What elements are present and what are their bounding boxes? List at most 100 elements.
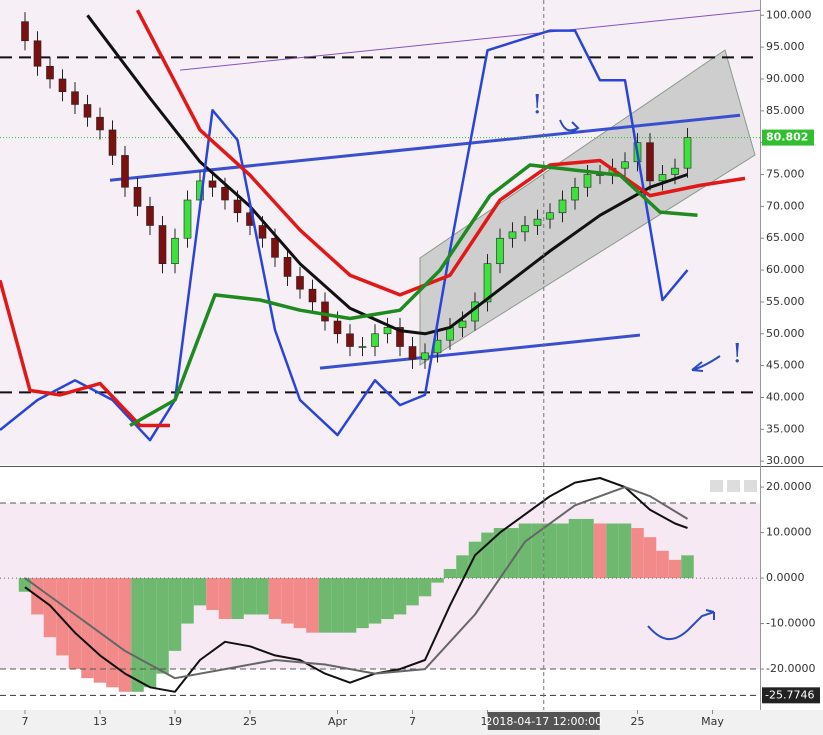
- candle-body: [646, 142, 654, 182]
- histogram-bar: [106, 578, 119, 688]
- histogram-bar: [406, 578, 419, 606]
- histogram-bar: [156, 578, 169, 674]
- histogram-bar: [556, 523, 569, 579]
- histogram-bar: [668, 559, 682, 579]
- annotation: !: [532, 90, 542, 120]
- y-tick-label: 30.000: [766, 454, 805, 467]
- candle-body: [296, 276, 304, 290]
- y-tick-label: -20.0000: [766, 662, 815, 675]
- histogram-bar: [181, 578, 194, 624]
- indicator-line: [0, 29, 689, 442]
- candle-body: [258, 225, 267, 239]
- indicator-line: [24, 486, 689, 680]
- histogram-bar: [393, 578, 407, 615]
- x-tick-label: 19: [168, 715, 182, 728]
- candle-body: [533, 218, 542, 226]
- candle-body: [408, 346, 417, 360]
- candle-body: [233, 199, 242, 214]
- indicator-line: [24, 477, 688, 693]
- candle-body: [458, 320, 467, 328]
- histogram-bar: [468, 541, 482, 579]
- x-tick-label: 7: [22, 715, 29, 728]
- histogram-bar: [631, 528, 644, 579]
- candle-body: [183, 199, 192, 239]
- candle-body: [208, 180, 217, 188]
- histogram-bar: [593, 523, 607, 579]
- candle-body: [121, 155, 129, 188]
- y-tick-label: -10.0000: [766, 617, 815, 630]
- histogram-bar: [493, 528, 507, 579]
- histogram-bar: [481, 532, 494, 579]
- candle-body: [58, 78, 67, 93]
- histogram-bar: [443, 568, 457, 579]
- button[interactable]: [727, 480, 740, 492]
- annotation-arrow: [647, 609, 715, 641]
- y-tick-label: 95.000: [766, 40, 805, 53]
- histogram-bar: [331, 578, 344, 633]
- candle-body: [46, 65, 54, 80]
- x-tick-label: 7: [409, 715, 416, 728]
- y-tick-label: 55.000: [766, 295, 805, 308]
- candle-body: [33, 40, 42, 67]
- histogram-bar: [268, 578, 282, 620]
- candle-body: [333, 320, 342, 335]
- histogram-bar: [143, 578, 157, 688]
- histogram-bar: [543, 523, 557, 579]
- y-tick-label: 100.000: [766, 8, 812, 21]
- candle-body: [546, 212, 554, 220]
- histogram-bar: [131, 578, 144, 692]
- candle-body: [221, 186, 229, 201]
- y-tick-label: 20.0000: [766, 480, 812, 493]
- indicator-line: [0, 279, 170, 428]
- histogram-bar: [518, 523, 532, 579]
- candle-body: [396, 327, 404, 347]
- histogram-bar: [368, 578, 382, 624]
- crosshair-box: [487, 712, 600, 730]
- candle-body: [83, 104, 92, 118]
- trend-line: [319, 333, 641, 370]
- x-tick-label: 13: [93, 715, 107, 728]
- candle-body: [371, 333, 379, 347]
- histogram-bar: [206, 578, 219, 610]
- y-tick-label: 65.000: [766, 231, 805, 244]
- histogram-bar: [293, 578, 307, 629]
- histogram-bar: [381, 578, 394, 620]
- candle-body: [658, 174, 667, 182]
- candle-body: [71, 91, 79, 105]
- histogram-bar: [256, 578, 269, 615]
- button[interactable]: [744, 480, 757, 492]
- panel-buttons: [710, 480, 757, 492]
- indicator-line: [129, 163, 698, 428]
- y-tick-label: 70.000: [766, 199, 805, 212]
- candle-body: [21, 21, 29, 42]
- button[interactable]: [710, 480, 723, 492]
- annotation-arrow: [559, 119, 580, 134]
- y-tick-label: 40.000: [766, 390, 805, 403]
- histogram-bar: [81, 578, 94, 679]
- trend-line: [179, 9, 760, 71]
- candle-body: [383, 327, 392, 335]
- y-tick-label: 75.000: [766, 168, 805, 181]
- x-tick-label: Apr: [328, 715, 348, 728]
- candle-body: [483, 263, 492, 303]
- histogram-bar: [343, 578, 357, 633]
- y-tick-label: 10.0000: [766, 526, 812, 539]
- indicator-line: [86, 14, 688, 336]
- candle-body: [171, 237, 179, 265]
- histogram-bar: [281, 578, 294, 624]
- histogram-bar: [231, 578, 244, 620]
- y-tick-label: 45.000: [766, 359, 805, 372]
- candle-body: [571, 186, 579, 201]
- histogram-bar: [168, 578, 182, 651]
- candle-body: [321, 301, 329, 322]
- histogram-bar: [193, 578, 207, 606]
- x-tick-label: May: [701, 715, 724, 728]
- histogram-bar: [418, 578, 432, 597]
- histogram-bar: [618, 523, 632, 579]
- annotation: !: [732, 339, 742, 369]
- candle-body: [308, 288, 317, 303]
- marked-level-box: [762, 687, 820, 704]
- trend-line: [109, 113, 741, 182]
